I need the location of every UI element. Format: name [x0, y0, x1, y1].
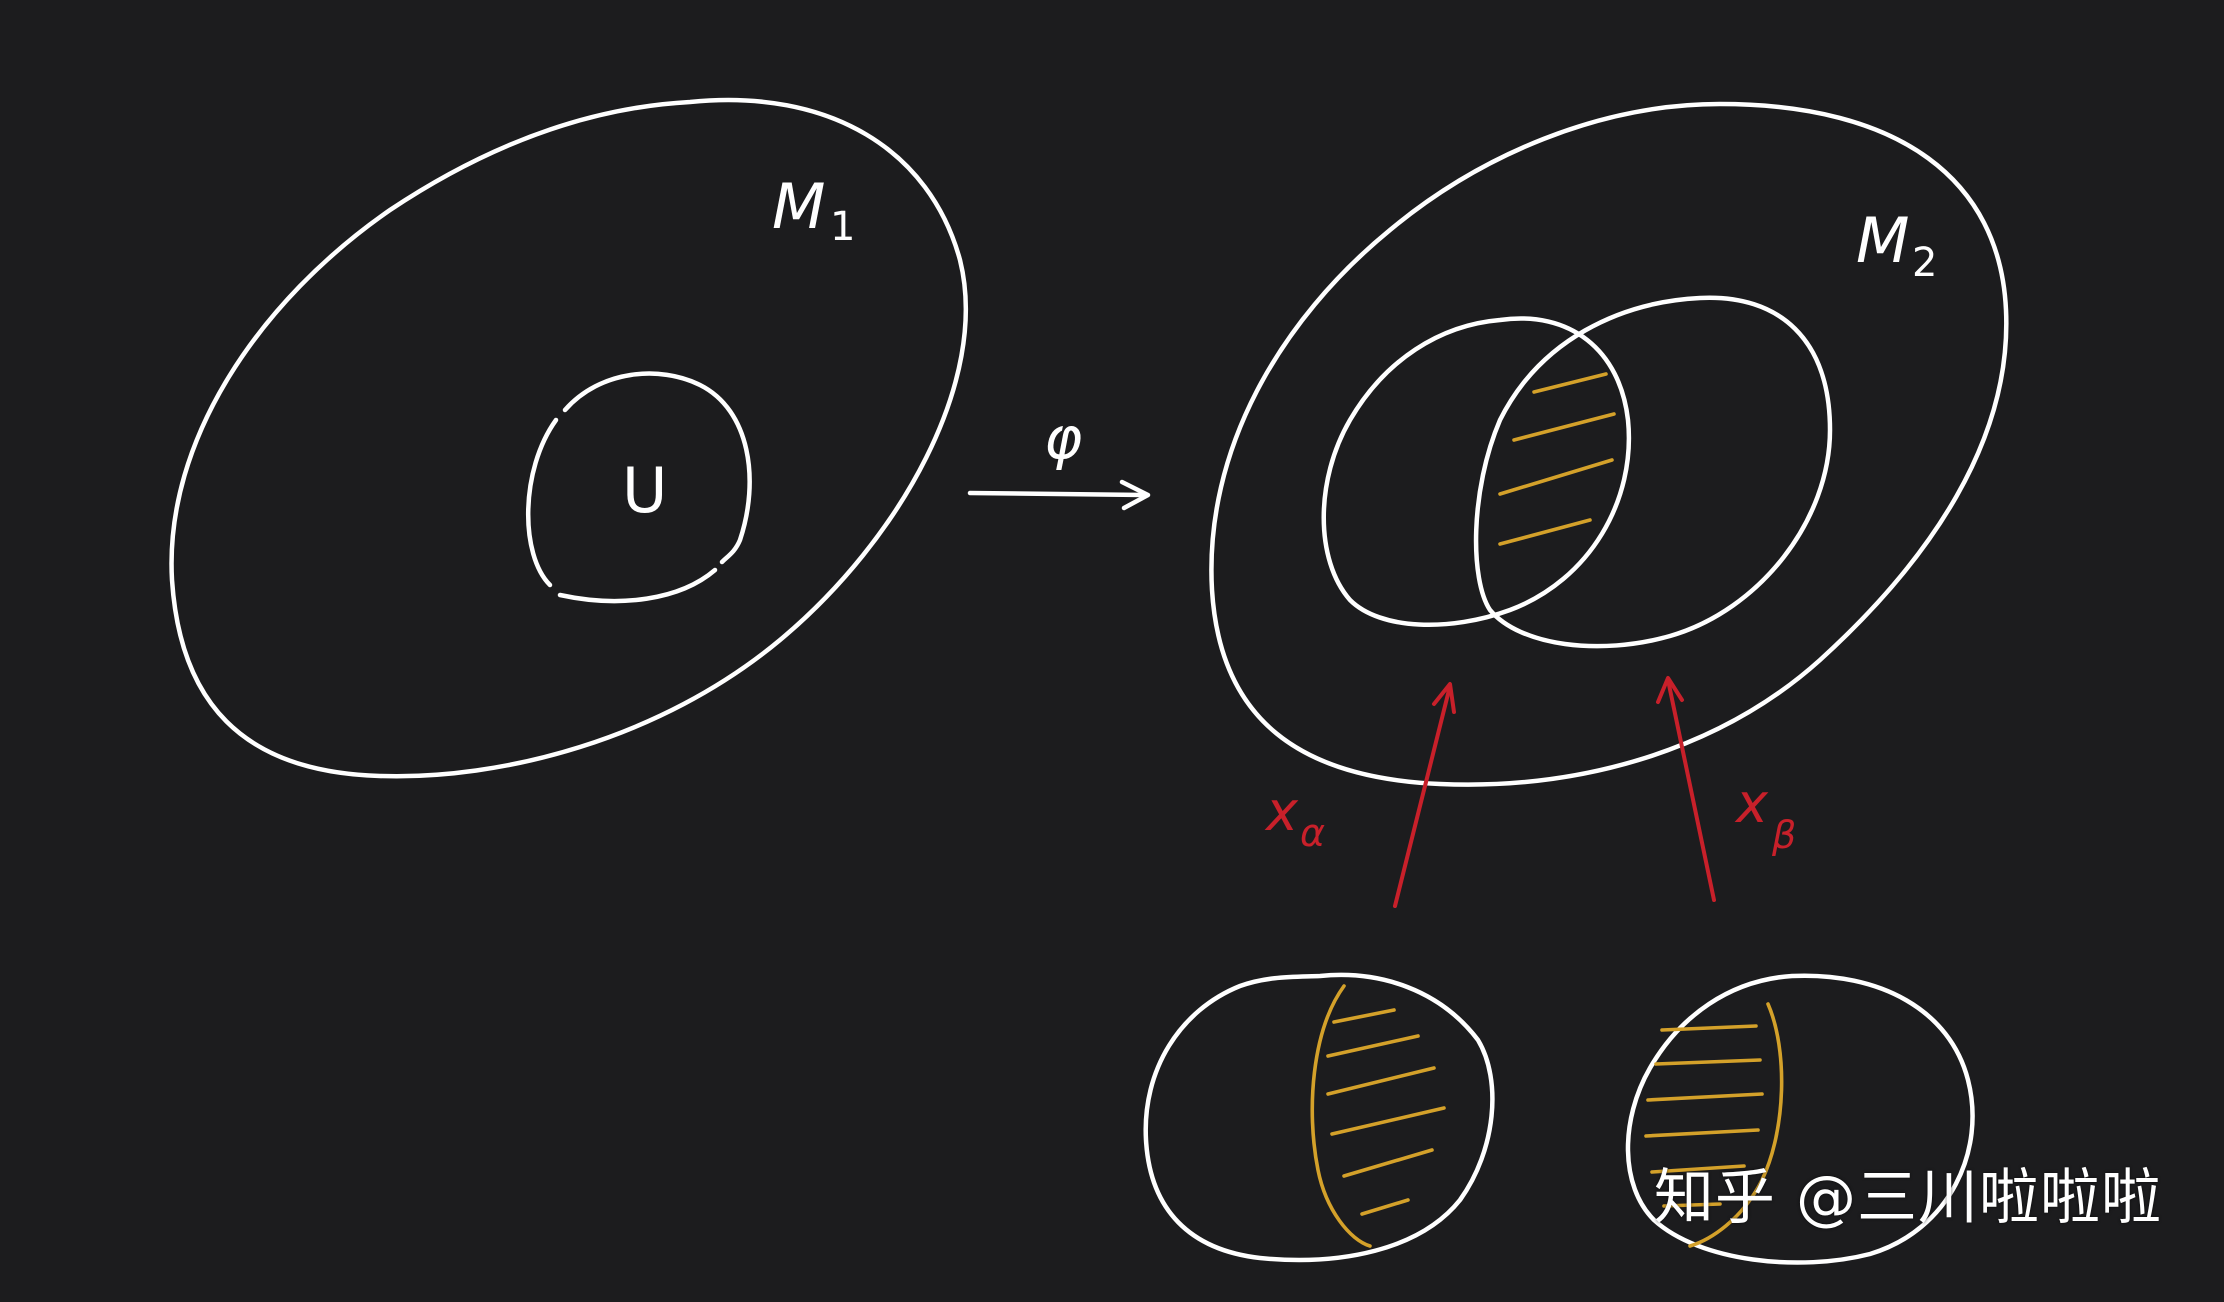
hatch-line	[1654, 1058, 1762, 1066]
hatch-line	[1532, 372, 1608, 394]
phi-arrow-head	[1119, 479, 1151, 511]
zhihu-watermark: 知乎 @三川啦啦啦	[1653, 1163, 2162, 1233]
x-alpha-arrow-head	[1432, 682, 1456, 714]
label-x-beta-subscript: β	[1771, 813, 1796, 857]
hatch-line	[1326, 1034, 1420, 1058]
hatch-line	[1326, 1066, 1436, 1096]
open-set-u: U	[526, 371, 752, 604]
label-u: U	[622, 454, 667, 527]
x-alpha-arrow-shaft	[1393, 684, 1452, 908]
chart-image-alpha-boundary	[1310, 984, 1372, 1248]
hatch-line	[1644, 1128, 1760, 1138]
x-beta-arrow-shaft	[1666, 678, 1716, 902]
hatch-line	[1342, 1148, 1434, 1178]
manifold-m2-outline	[1209, 101, 2009, 787]
chart-image-alpha-hatching	[1326, 1008, 1446, 1216]
hatch-line	[1360, 1198, 1410, 1216]
chart-map-x-alpha: x α	[1264, 682, 1456, 908]
open-set-u-arc-lower	[557, 567, 718, 604]
chart-image-beta-hatching	[1644, 1024, 1764, 1208]
label-x-alpha: x	[1264, 780, 1299, 843]
manifold-m1: M 1 U	[169, 97, 969, 779]
label-phi: φ	[1044, 404, 1082, 472]
hatch-line	[1650, 1164, 1746, 1174]
chart-image-alpha-outline	[1143, 972, 1495, 1263]
label-m1: M	[772, 170, 826, 243]
manifold-m1-outline	[169, 97, 969, 779]
open-set-u-arc-upper	[562, 371, 752, 565]
x-beta-arrow-head	[1656, 676, 1684, 704]
chart-image-beta	[1625, 973, 1975, 1265]
overlap-hatching	[1498, 372, 1616, 546]
phi-arrow-shaft	[967, 490, 1148, 498]
hatch-line	[1660, 1024, 1758, 1032]
hatch-line	[1512, 412, 1616, 442]
label-m1-subscript: 1	[830, 204, 855, 250]
chart-domain-alpha	[1321, 316, 1632, 627]
chart-domain-beta	[1473, 295, 1833, 649]
hatch-line	[1646, 1092, 1764, 1102]
chart-image-alpha	[1143, 972, 1495, 1263]
hatch-line	[1498, 458, 1614, 496]
chart-map-x-beta: x β	[1656, 676, 1796, 902]
manifold-m2: M 2	[1209, 101, 2009, 787]
label-m2-subscript: 2	[1912, 240, 1937, 286]
map-phi: φ	[967, 404, 1151, 511]
hatch-line	[1498, 518, 1592, 546]
label-x-beta: x	[1734, 772, 1769, 835]
label-m2: M	[1856, 204, 1910, 277]
hatch-line	[1332, 1008, 1396, 1024]
hatch-line	[1330, 1106, 1446, 1136]
chart-image-beta-boundary	[1688, 1002, 1784, 1248]
hatch-line	[1662, 1202, 1722, 1208]
open-set-u-arc-left	[526, 417, 559, 588]
label-x-alpha-subscript: α	[1300, 811, 1325, 855]
chart-image-beta-outline	[1625, 973, 1975, 1265]
